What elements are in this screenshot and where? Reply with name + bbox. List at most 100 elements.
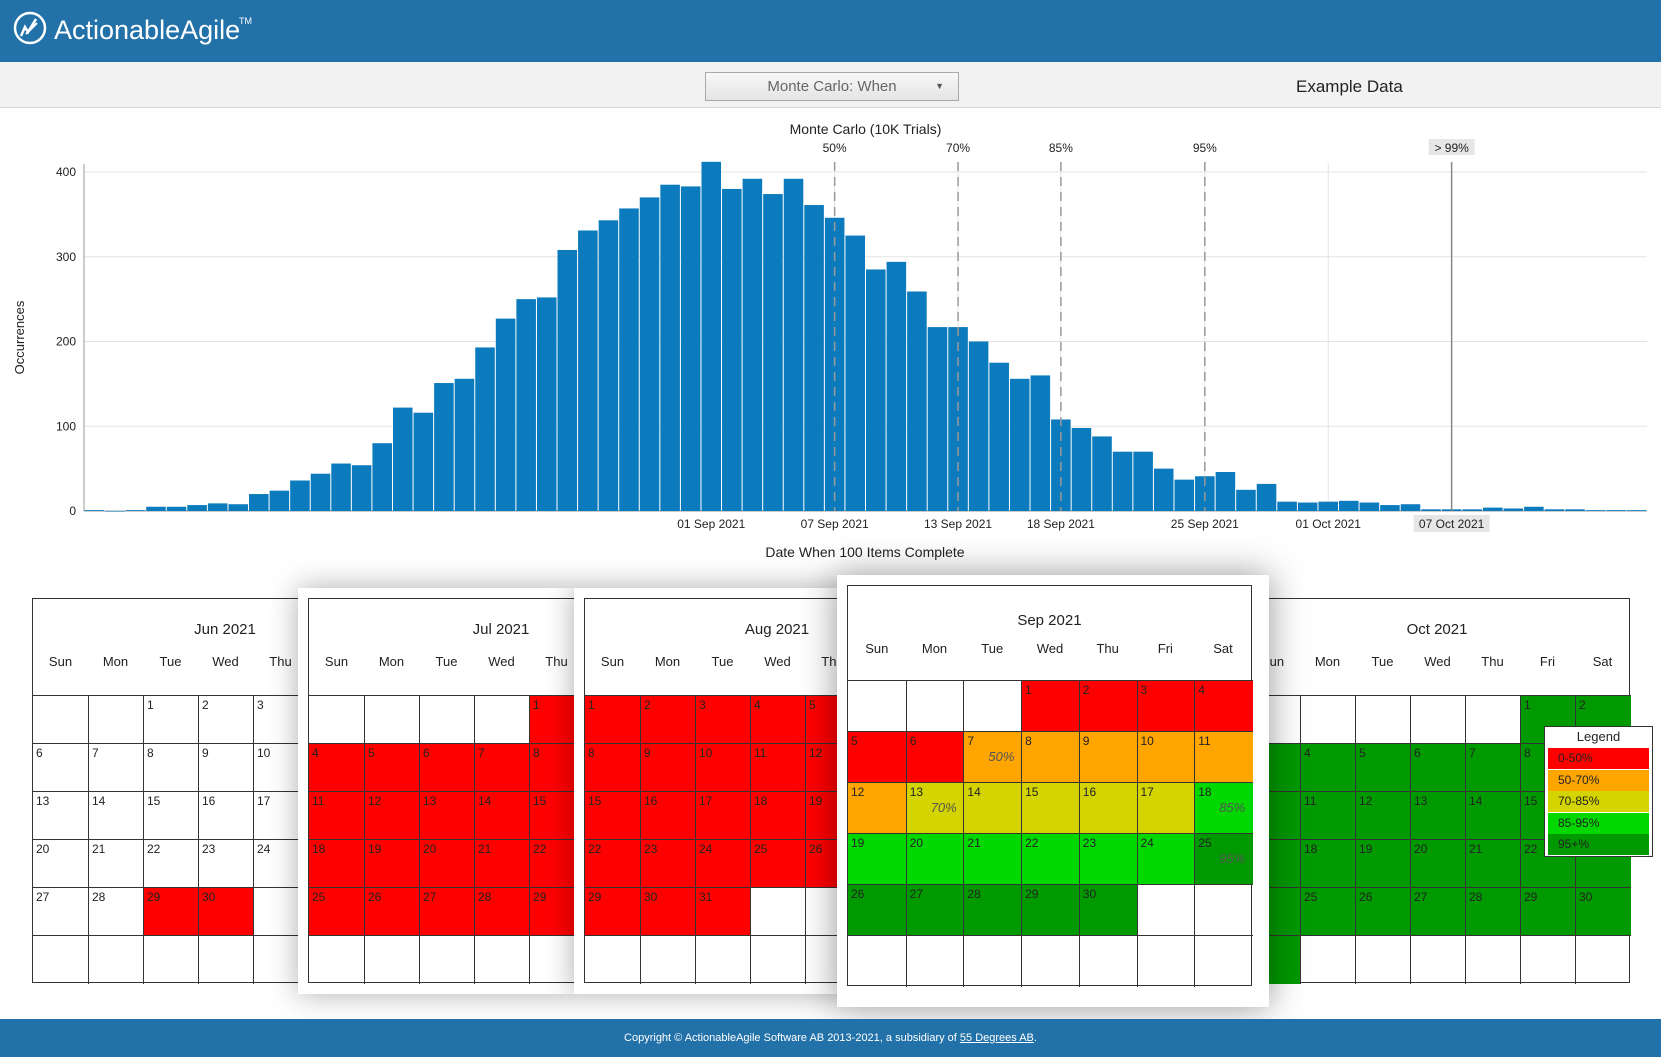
- calendar-day-cell[interactable]: [198, 935, 254, 984]
- calendar-day-cell[interactable]: 21: [963, 833, 1023, 885]
- calendar-day-cell[interactable]: 14: [963, 782, 1023, 834]
- calendar-day-cell[interactable]: 27: [1410, 887, 1466, 936]
- calendar-day-cell[interactable]: [750, 935, 806, 984]
- calendar-day-cell[interactable]: [1136, 935, 1196, 987]
- calendar-day-cell[interactable]: 16: [640, 791, 696, 840]
- calendar-day-cell[interactable]: 15: [1021, 782, 1080, 834]
- calendar-day-cell[interactable]: 26: [364, 887, 420, 936]
- calendar-day-cell[interactable]: 3: [253, 695, 309, 744]
- calendar-day-cell[interactable]: 1: [1021, 680, 1080, 732]
- calendar-day-cell[interactable]: 14: [1465, 791, 1521, 840]
- calendar-day-cell[interactable]: 2: [198, 695, 254, 744]
- calendar-day-cell[interactable]: 25: [1300, 887, 1356, 936]
- calendar-day-cell[interactable]: 1: [529, 695, 574, 744]
- calendar-day-cell[interactable]: 26: [848, 884, 907, 936]
- calendar-day-cell[interactable]: 15: [143, 791, 199, 840]
- calendar-day-cell[interactable]: 9: [198, 743, 254, 792]
- calendar-day-cell[interactable]: 1: [143, 695, 199, 744]
- calendar-day-cell[interactable]: 3: [1136, 680, 1196, 732]
- calendar-day-cell[interactable]: 27: [905, 884, 965, 936]
- calendar-day-cell[interactable]: 14: [474, 791, 530, 840]
- calendar-day-cell[interactable]: 25: [309, 887, 365, 936]
- calendar-day-cell[interactable]: 22: [143, 839, 199, 888]
- calendar-day-cell[interactable]: [963, 680, 1023, 732]
- calendar-day-cell[interactable]: [253, 887, 309, 936]
- calendar-day-cell[interactable]: 21: [474, 839, 530, 888]
- calendar-day-cell[interactable]: 13: [33, 791, 89, 840]
- calendar-day-cell[interactable]: [640, 935, 696, 984]
- calendar-day-cell[interactable]: 4: [1300, 743, 1356, 792]
- calendar-day-cell[interactable]: [805, 935, 846, 984]
- calendar-day-cell[interactable]: [1194, 884, 1253, 936]
- calendar-day-cell[interactable]: 27: [419, 887, 475, 936]
- calendar-day-cell[interactable]: 6: [1410, 743, 1466, 792]
- calendar-day-cell[interactable]: 12: [1355, 791, 1411, 840]
- calendar-day-cell[interactable]: [1410, 935, 1466, 984]
- calendar-day-cell[interactable]: 9: [640, 743, 696, 792]
- calendar-day-cell[interactable]: 20: [1410, 839, 1466, 888]
- calendar-day-cell[interactable]: [1410, 695, 1466, 744]
- calendar-day-cell[interactable]: 16: [1078, 782, 1138, 834]
- calendar-day-cell[interactable]: 17: [1136, 782, 1196, 834]
- calendar-day-cell[interactable]: [905, 680, 965, 732]
- calendar-day-cell[interactable]: 25: [750, 839, 806, 888]
- calendar-day-cell[interactable]: 4: [1194, 680, 1253, 732]
- calendar-day-cell[interactable]: [1465, 935, 1521, 984]
- calendar-day-cell[interactable]: [309, 935, 365, 984]
- calendar-day-cell[interactable]: [419, 935, 475, 984]
- calendar-day-cell[interactable]: 23: [640, 839, 696, 888]
- calendar-day-cell[interactable]: 18: [309, 839, 365, 888]
- calendar-day-cell[interactable]: [905, 935, 965, 987]
- calendar-day-cell[interactable]: [585, 935, 641, 984]
- calendar-day-cell[interactable]: 8: [529, 743, 574, 792]
- footer-link[interactable]: 55 Degrees AB: [959, 1032, 1034, 1044]
- calendar-day-cell[interactable]: 29: [1021, 884, 1080, 936]
- calendar-day-cell[interactable]: 4: [309, 743, 365, 792]
- calendar-day-cell[interactable]: 15: [585, 791, 641, 840]
- calendar-day-cell[interactable]: 14: [88, 791, 144, 840]
- app-logo[interactable]: ActionableAgile TM: [12, 10, 312, 52]
- calendar-day-cell[interactable]: [474, 935, 530, 984]
- calendar-day-cell[interactable]: 28: [963, 884, 1023, 936]
- calendar-day-cell[interactable]: 13 70%: [905, 782, 965, 834]
- calendar-day-cell[interactable]: 19: [364, 839, 420, 888]
- calendar-day-cell[interactable]: 18: [750, 791, 806, 840]
- calendar-day-cell[interactable]: [1355, 935, 1411, 984]
- calendar-day-cell[interactable]: 29: [529, 887, 574, 936]
- calendar-day-cell[interactable]: 29: [1520, 887, 1576, 936]
- calendar-day-cell[interactable]: 28: [1465, 887, 1521, 936]
- calendar-day-cell[interactable]: 29: [585, 887, 641, 936]
- calendar-day-cell[interactable]: 13: [419, 791, 475, 840]
- calendar-day-cell[interactable]: [88, 935, 144, 984]
- calendar-day-cell[interactable]: 21: [1465, 839, 1521, 888]
- calendar-day-cell[interactable]: 10: [695, 743, 751, 792]
- calendar-day-cell[interactable]: 23: [198, 839, 254, 888]
- calendar-day-cell[interactable]: 29: [143, 887, 199, 936]
- calendar-day-cell[interactable]: 3: [695, 695, 751, 744]
- calendar-day-cell[interactable]: 13: [1410, 791, 1466, 840]
- calendar-day-cell[interactable]: 2: [640, 695, 696, 744]
- calendar-day-cell[interactable]: 8: [1021, 731, 1080, 783]
- calendar-day-cell[interactable]: 11: [750, 743, 806, 792]
- calendar-day-cell[interactable]: [309, 695, 365, 744]
- calendar-day-cell[interactable]: 22: [529, 839, 574, 888]
- calendar-day-cell[interactable]: [1520, 935, 1576, 984]
- calendar-day-cell[interactable]: 9: [1078, 731, 1138, 783]
- calendar-day-cell[interactable]: 22: [585, 839, 641, 888]
- calendar-day-cell[interactable]: 19: [1355, 839, 1411, 888]
- calendar-day-cell[interactable]: [364, 935, 420, 984]
- calendar-day-cell[interactable]: 19: [848, 833, 907, 885]
- calendar-day-cell[interactable]: [848, 935, 907, 987]
- calendar-day-cell[interactable]: 2: [1078, 680, 1138, 732]
- calendar-day-cell[interactable]: [253, 935, 309, 984]
- calendar-day-cell[interactable]: 15: [529, 791, 574, 840]
- calendar-day-cell[interactable]: 27: [33, 887, 89, 936]
- calendar-day-cell[interactable]: 7 50%: [963, 731, 1023, 783]
- calendar-day-cell[interactable]: 8: [585, 743, 641, 792]
- calendar-day-cell[interactable]: 26: [1355, 887, 1411, 936]
- calendar-day-cell[interactable]: 24: [1136, 833, 1196, 885]
- calendar-day-cell[interactable]: 20: [905, 833, 965, 885]
- calendar-day-cell[interactable]: 7: [1465, 743, 1521, 792]
- calendar-day-cell[interactable]: [1245, 695, 1301, 744]
- calendar-day-cell[interactable]: [1300, 695, 1356, 744]
